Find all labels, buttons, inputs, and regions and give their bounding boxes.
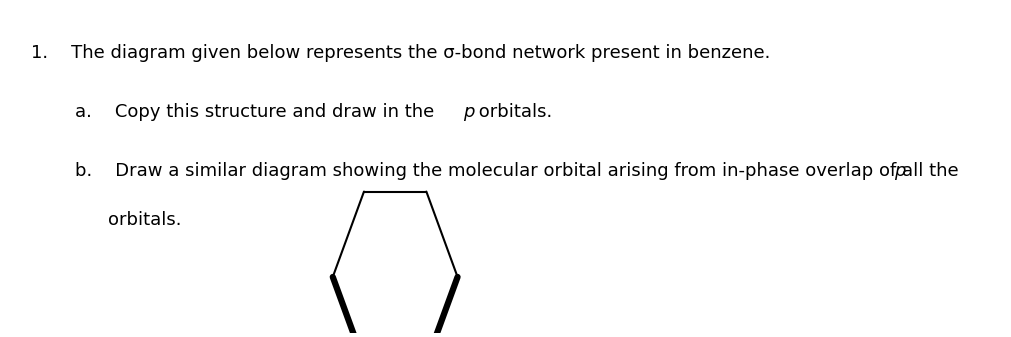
Text: orbitals.: orbitals. bbox=[473, 103, 552, 121]
Text: 1.    The diagram given below represents the σ-bond network present in benzene.: 1. The diagram given below represents th… bbox=[30, 43, 769, 62]
Text: a.    Copy this structure and draw in the: a. Copy this structure and draw in the bbox=[75, 103, 440, 121]
Text: b.    Draw a similar diagram showing the molecular orbital arising from in-phase: b. Draw a similar diagram showing the mo… bbox=[75, 162, 963, 180]
Text: p: p bbox=[893, 162, 905, 180]
Text: b.    Draw a similar diagram showing the molecular orbital arising from in-phase: b. Draw a similar diagram showing the mo… bbox=[75, 162, 963, 180]
Text: orbitals.: orbitals. bbox=[108, 211, 182, 229]
Text: a.    Copy this structure and draw in the: a. Copy this structure and draw in the bbox=[75, 103, 440, 121]
Text: p: p bbox=[463, 103, 474, 121]
